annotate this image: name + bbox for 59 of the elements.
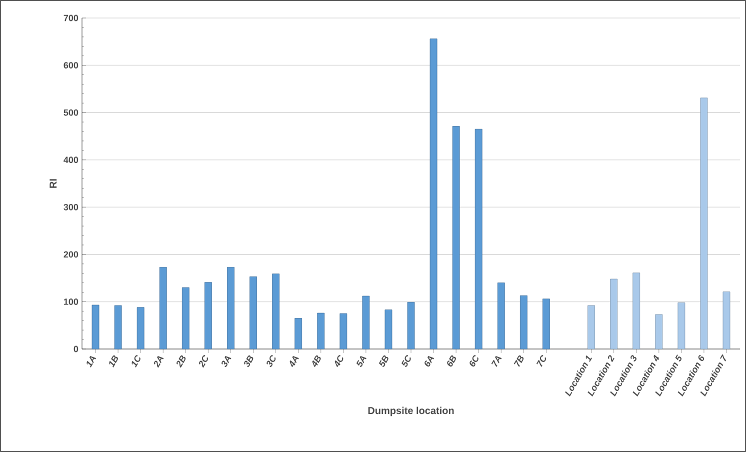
bar xyxy=(678,302,686,350)
x-tick-label: 5B xyxy=(378,355,388,367)
bar xyxy=(497,282,505,350)
bar xyxy=(700,98,708,350)
bar xyxy=(317,312,325,350)
bar xyxy=(114,305,122,350)
bar xyxy=(610,278,618,350)
bar xyxy=(430,38,438,350)
y-tick-label: 400 xyxy=(64,156,78,164)
x-tick-label: 7A xyxy=(491,356,502,367)
bar xyxy=(294,318,302,350)
bar xyxy=(474,128,482,350)
bar xyxy=(722,292,730,350)
x-tick-label: 5C xyxy=(401,355,411,367)
bar xyxy=(407,302,415,350)
bar xyxy=(204,282,212,350)
y-tick-label: 0 xyxy=(74,346,78,352)
x-tick-label: 2A xyxy=(154,356,164,368)
bar xyxy=(92,304,100,350)
bar xyxy=(340,313,348,350)
x-axis-title: Dumpsite location xyxy=(368,406,454,416)
x-tick-label: 4C xyxy=(334,355,344,368)
x-tick-label: 6B xyxy=(447,355,456,367)
y-tick-label: 700 xyxy=(64,14,78,22)
bar xyxy=(632,272,640,350)
x-tick-label: 1B xyxy=(109,355,118,368)
x-tick-label: 2C xyxy=(199,355,208,368)
y-axis-title: RI xyxy=(50,179,57,188)
bar xyxy=(362,296,370,350)
x-tick-label: 7B xyxy=(514,355,524,367)
bar xyxy=(452,126,460,350)
bar xyxy=(227,266,234,350)
bar xyxy=(182,287,190,350)
x-tick-label: 3A xyxy=(222,356,232,367)
x-tick-label: 6A xyxy=(424,356,434,367)
y-tick-label: 100 xyxy=(64,298,78,305)
x-tick-label: 1A xyxy=(86,356,96,368)
bar xyxy=(384,310,392,350)
bar xyxy=(159,266,167,350)
x-tick-label: 2B xyxy=(176,355,186,368)
x-tick-label: 3B xyxy=(244,355,254,367)
bar xyxy=(520,295,528,350)
x-tick-label: 5A xyxy=(356,356,366,367)
x-tick-label: 6C xyxy=(470,355,478,367)
bar xyxy=(588,305,595,350)
y-tick-label: 500 xyxy=(64,109,78,116)
y-tick-label: 300 xyxy=(64,204,78,210)
bar xyxy=(542,298,550,350)
x-tick-label: 7C xyxy=(536,355,546,367)
y-tick-label: 600 xyxy=(64,62,78,68)
bar xyxy=(655,314,663,350)
bar xyxy=(250,276,257,350)
bar xyxy=(272,274,280,350)
x-tick-label: 1C xyxy=(132,355,140,368)
y-tick-label: 200 xyxy=(64,251,78,258)
x-tick-label: 4B xyxy=(312,355,321,368)
x-tick-label: 4A xyxy=(290,356,299,368)
bar xyxy=(136,307,144,350)
x-tick-label: 3C xyxy=(266,355,276,367)
